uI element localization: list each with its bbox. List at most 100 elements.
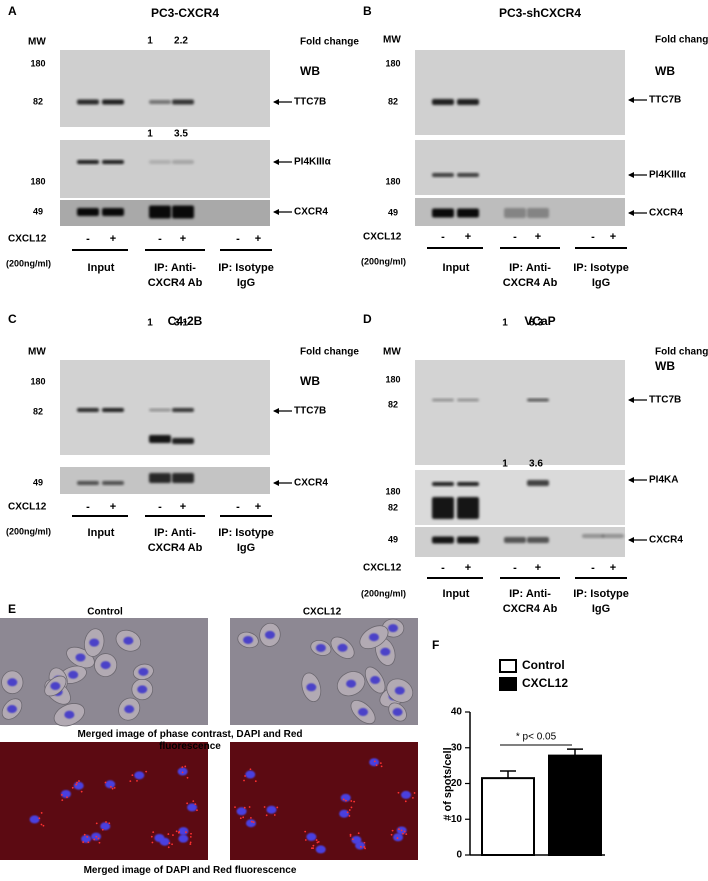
spot bbox=[345, 799, 347, 802]
spot bbox=[398, 828, 400, 831]
spot bbox=[312, 844, 315, 847]
mw-marker: 180 bbox=[30, 176, 45, 186]
nucleus bbox=[355, 841, 366, 850]
sign: + bbox=[535, 562, 541, 574]
spot bbox=[402, 832, 404, 835]
spot bbox=[348, 809, 351, 811]
band bbox=[432, 497, 454, 519]
sign: + bbox=[180, 233, 186, 245]
legend-label: Control bbox=[522, 658, 565, 672]
spot bbox=[348, 815, 351, 817]
nucleus bbox=[138, 667, 149, 676]
band bbox=[102, 208, 124, 216]
dose: (200ng/ml) bbox=[6, 258, 51, 268]
mw-marker: 180 bbox=[385, 176, 400, 186]
nucleus bbox=[306, 683, 317, 692]
arrow-head bbox=[273, 99, 279, 105]
nucleus bbox=[306, 832, 317, 841]
spot bbox=[273, 814, 276, 816]
band bbox=[457, 482, 479, 486]
nucleus bbox=[124, 705, 135, 714]
spot bbox=[78, 780, 80, 782]
band bbox=[102, 481, 124, 485]
spot bbox=[98, 841, 101, 844]
band bbox=[149, 473, 171, 483]
spot bbox=[396, 837, 399, 839]
band bbox=[102, 99, 124, 105]
spot bbox=[60, 793, 63, 796]
spot bbox=[105, 821, 107, 823]
fold-value: 3.6 bbox=[529, 459, 543, 470]
spot bbox=[76, 781, 78, 784]
spot bbox=[243, 806, 246, 809]
sign: - bbox=[236, 501, 240, 513]
nucleus bbox=[89, 638, 100, 647]
nucleus bbox=[315, 643, 326, 652]
band bbox=[527, 480, 549, 486]
arrow-head bbox=[273, 408, 279, 414]
sign: + bbox=[465, 562, 471, 574]
spot bbox=[151, 841, 154, 844]
fold-value: 2.2 bbox=[174, 36, 188, 47]
spot bbox=[186, 802, 189, 805]
nucleus bbox=[137, 685, 148, 694]
spot bbox=[184, 765, 187, 768]
group-label: IP: Anti- bbox=[154, 262, 196, 274]
panel-title: C4-2B bbox=[168, 314, 203, 328]
band bbox=[149, 205, 171, 219]
sign: - bbox=[86, 501, 90, 513]
column-header: Control bbox=[87, 607, 123, 618]
spot bbox=[350, 800, 353, 802]
group-label: IP: Anti- bbox=[509, 588, 551, 600]
band bbox=[457, 497, 479, 519]
fold-header: Fold change bbox=[300, 37, 359, 48]
band bbox=[77, 99, 99, 105]
spot bbox=[83, 833, 86, 836]
treatment: CXCL12 bbox=[363, 232, 402, 243]
spot bbox=[38, 817, 41, 820]
band bbox=[504, 537, 526, 543]
sign: - bbox=[513, 231, 517, 243]
band bbox=[149, 100, 171, 104]
wb-label: WB bbox=[300, 64, 320, 78]
spot bbox=[104, 781, 107, 784]
band bbox=[172, 408, 194, 412]
fold-header: Fold change bbox=[655, 347, 708, 358]
panel-title: VCaP bbox=[524, 314, 555, 328]
arrow-head bbox=[273, 480, 279, 486]
sign: + bbox=[110, 501, 116, 513]
nucleus bbox=[264, 630, 275, 639]
sign: + bbox=[255, 233, 261, 245]
spot bbox=[412, 796, 414, 799]
spot bbox=[167, 833, 170, 835]
legend-swatch bbox=[499, 677, 517, 691]
nucleus bbox=[123, 636, 134, 645]
band bbox=[149, 435, 171, 443]
spot bbox=[190, 832, 192, 835]
y-tick-label: 0 bbox=[456, 850, 462, 861]
spot bbox=[129, 780, 132, 783]
y-axis-label: # of spots/cell bbox=[442, 747, 454, 820]
group-label: IgG bbox=[592, 603, 610, 615]
panel-label: F bbox=[432, 638, 439, 652]
group-label: IgG bbox=[237, 277, 255, 289]
spot bbox=[380, 765, 383, 768]
panel-title: PC3-CXCR4 bbox=[151, 6, 219, 20]
arrow-head bbox=[628, 397, 634, 403]
column-header: CXCL12 bbox=[303, 607, 342, 618]
spot bbox=[404, 800, 407, 803]
band bbox=[77, 408, 99, 412]
sign: - bbox=[441, 231, 445, 243]
bar bbox=[481, 777, 535, 857]
nucleus bbox=[245, 819, 256, 828]
legend-label: CXCL12 bbox=[522, 676, 568, 690]
spot bbox=[131, 774, 134, 777]
spot bbox=[304, 839, 307, 841]
nucleus bbox=[380, 647, 391, 656]
blot bbox=[415, 360, 625, 465]
panel-label: E bbox=[8, 602, 16, 616]
spot bbox=[254, 780, 257, 783]
nucleus bbox=[64, 710, 75, 719]
target-label: PI4KA bbox=[649, 475, 678, 486]
band bbox=[102, 160, 124, 164]
